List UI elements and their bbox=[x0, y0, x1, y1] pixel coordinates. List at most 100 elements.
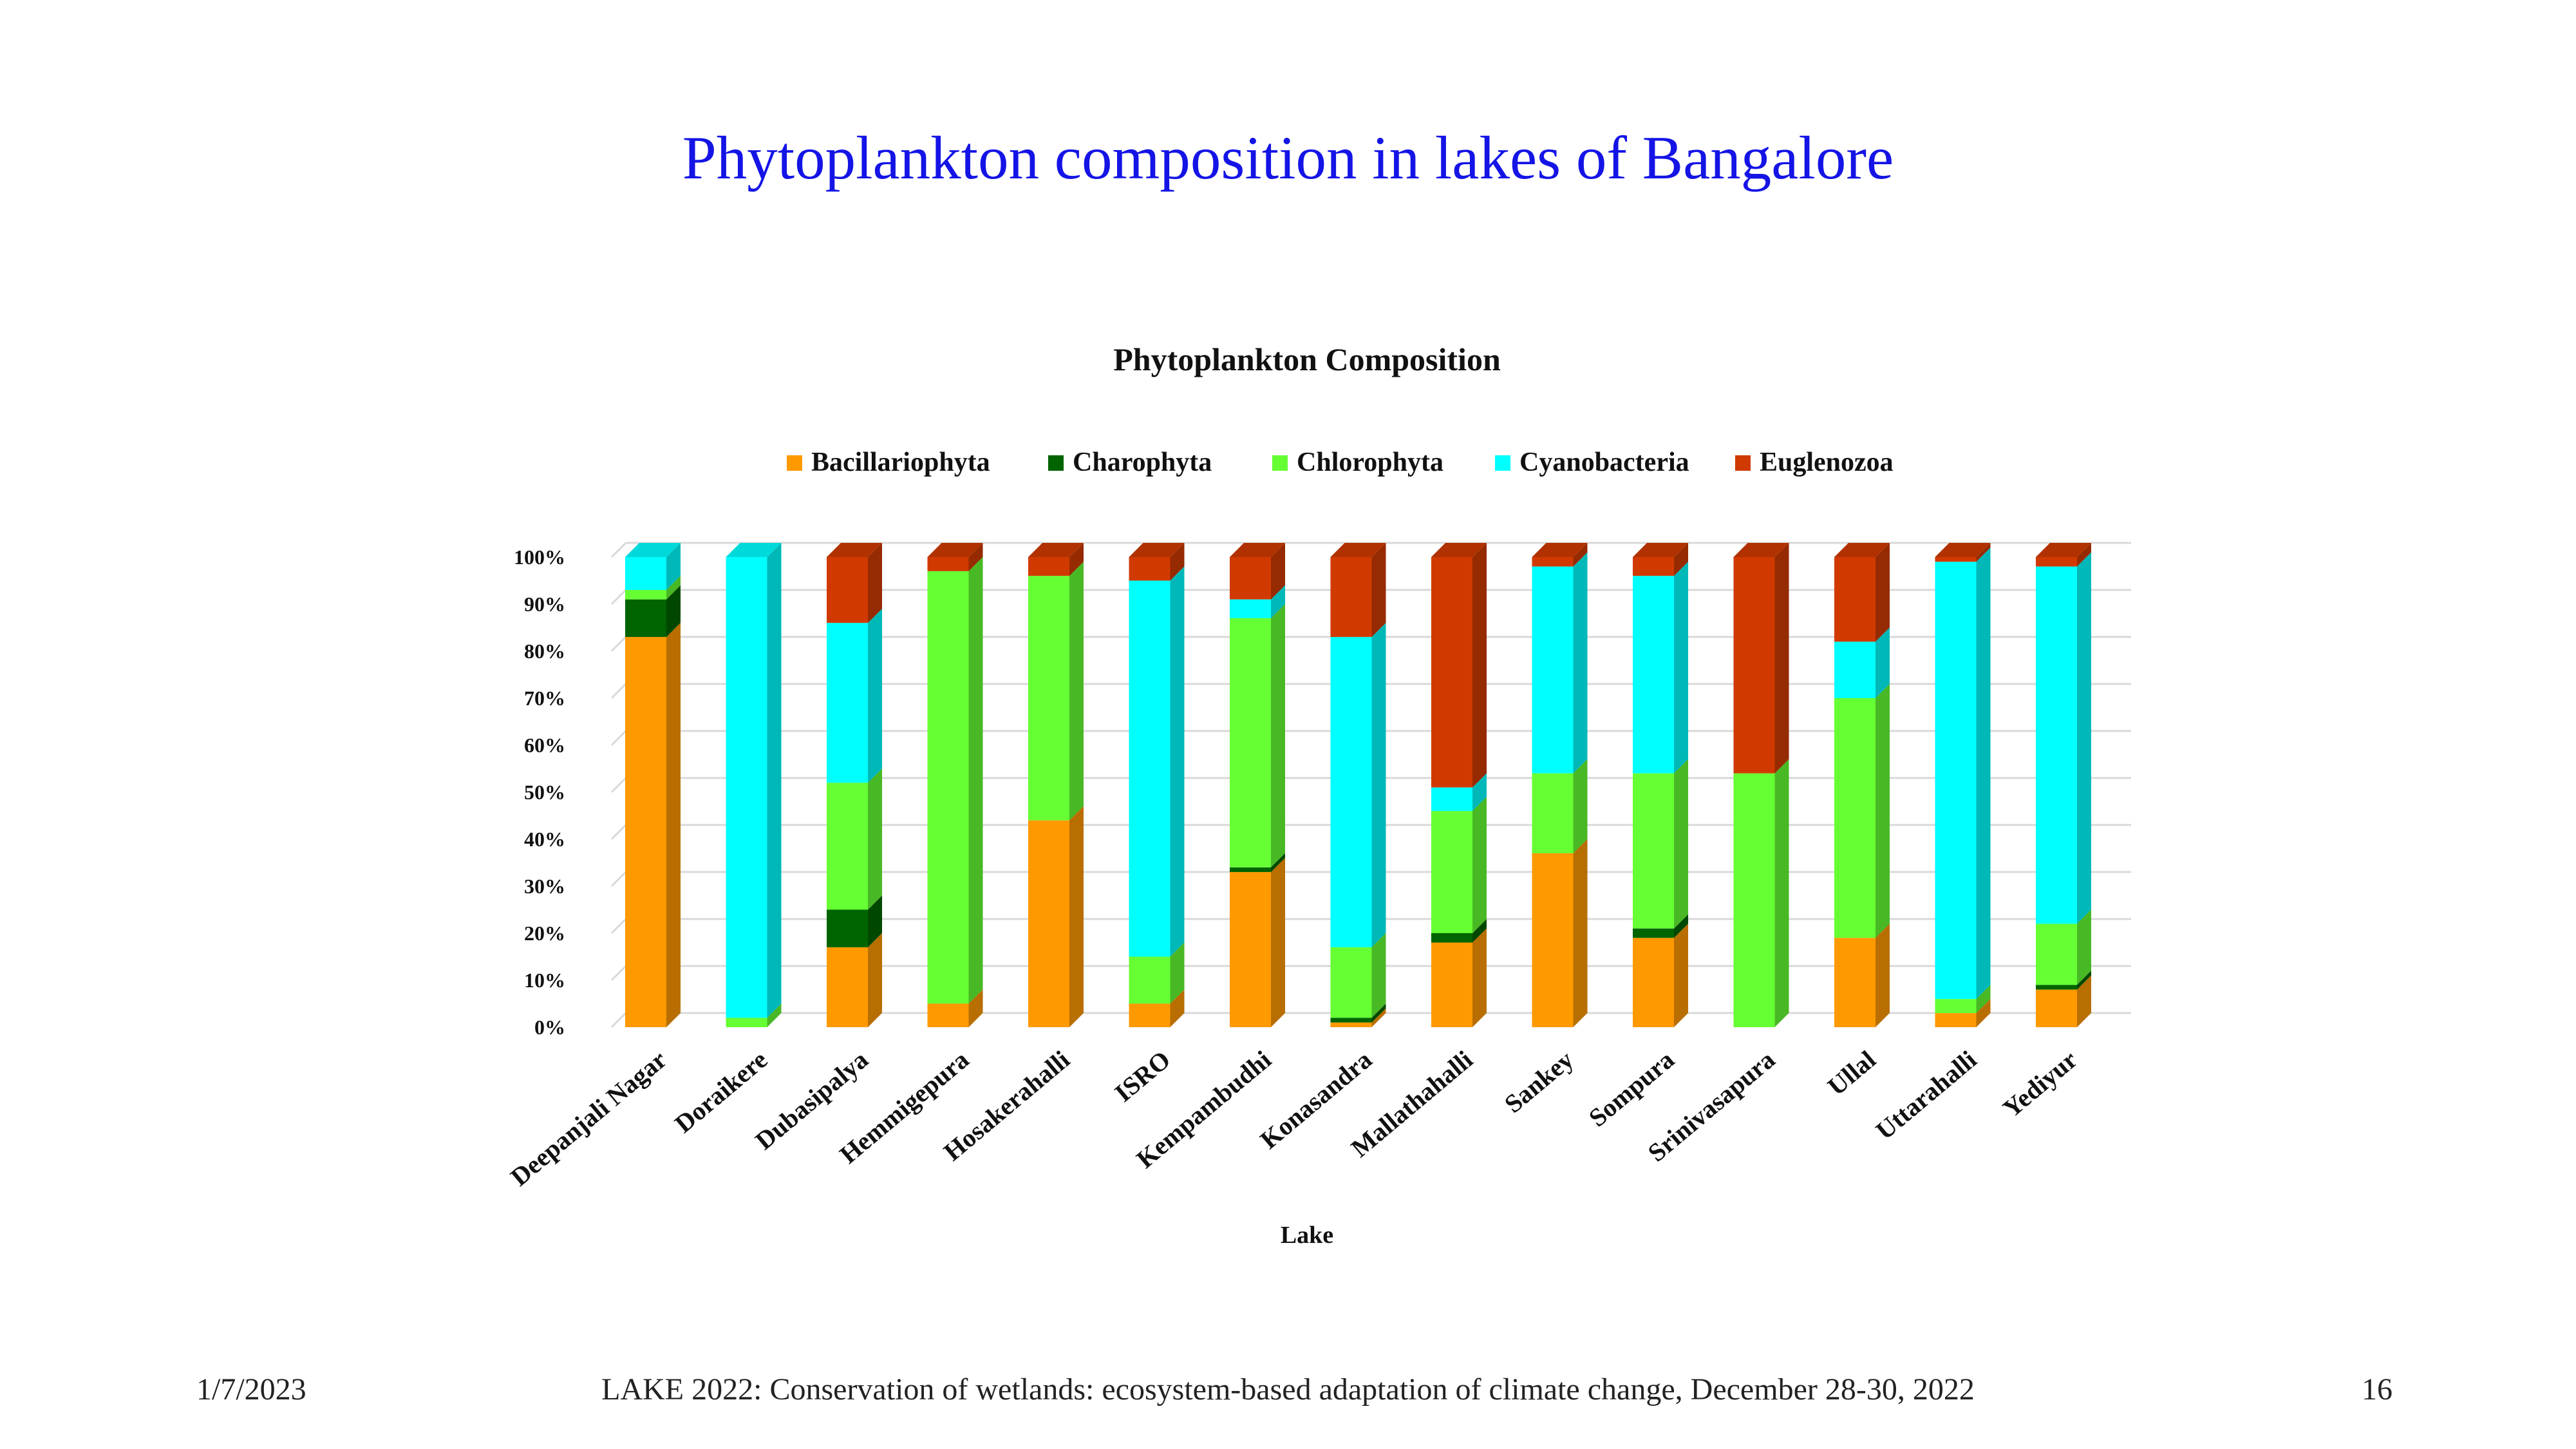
bar-euglenozoa-side bbox=[1170, 543, 1185, 581]
bar-cyanobacteria-side bbox=[666, 543, 681, 591]
bar-euglenozoa-top bbox=[1633, 543, 1688, 557]
bar-cyanobacteria-side bbox=[1976, 547, 1991, 999]
bar-euglenozoa bbox=[1129, 557, 1170, 581]
gridline-side bbox=[610, 1012, 627, 1028]
legend-swatch-chlorophyta bbox=[1272, 455, 1288, 471]
bar-euglenozoa-side bbox=[1271, 543, 1285, 600]
bar-charophyta bbox=[1230, 867, 1271, 873]
bar-chlorophyta-side bbox=[1170, 942, 1185, 1004]
gridline-side bbox=[610, 824, 627, 840]
bar-euglenozoa-side bbox=[968, 543, 983, 571]
bar-euglenozoa-top bbox=[2036, 543, 2091, 557]
bar-charophyta bbox=[2036, 985, 2077, 990]
x-axis: Deepanjali NagarDoraikereDubasipalyaHemm… bbox=[505, 1045, 2083, 1191]
bar-charophyta-side bbox=[1371, 1003, 1386, 1023]
bar-charophyta-side bbox=[2077, 971, 2091, 990]
bar-charophyta bbox=[1633, 928, 1674, 938]
bar-chlorophyta bbox=[2036, 923, 2077, 985]
bar-cyanobacteria-side bbox=[1170, 566, 1185, 957]
bar-chlorophyta-side bbox=[1573, 759, 1588, 853]
legend-label-cyanobacteria: Cyanobacteria bbox=[1519, 448, 1689, 477]
bar-chlorophyta-side bbox=[968, 556, 983, 1004]
gridline-side bbox=[610, 777, 627, 793]
bar-chlorophyta-side bbox=[666, 576, 681, 600]
bar-cyanobacteria-top bbox=[726, 543, 782, 557]
bar-chlorophyta bbox=[827, 782, 868, 910]
bar-stack bbox=[1532, 543, 1588, 1027]
bar-cyanobacteria bbox=[1431, 787, 1472, 811]
bar-charophyta-side bbox=[1472, 919, 1487, 943]
y-tick-label: 50% bbox=[524, 781, 565, 804]
bar-bacillariophyta-side bbox=[666, 623, 681, 1027]
bar-stack bbox=[1935, 543, 1991, 1027]
x-tick-label: Ullal bbox=[1822, 1045, 1881, 1101]
bar-stack bbox=[625, 543, 681, 1027]
bar-chlorophyta bbox=[726, 1018, 767, 1027]
gridline-side bbox=[610, 683, 627, 699]
bar-euglenozoa-top bbox=[1431, 543, 1487, 557]
bar-chlorophyta bbox=[1733, 773, 1775, 1027]
bar-cyanobacteria bbox=[1532, 566, 1574, 773]
bar-bacillariophyta bbox=[1431, 942, 1472, 1027]
bar-chlorophyta-side bbox=[1371, 933, 1386, 1018]
y-tick-label: 70% bbox=[524, 687, 565, 710]
bar-cyanobacteria-side bbox=[1371, 623, 1386, 947]
bar-cyanobacteria-side bbox=[767, 543, 782, 1018]
y-tick-label: 0% bbox=[534, 1016, 565, 1039]
bar-euglenozoa-side bbox=[1069, 543, 1084, 576]
bar-stack bbox=[1633, 543, 1688, 1027]
y-tick-label: 100% bbox=[514, 545, 565, 569]
bar-bacillariophyta-side bbox=[1573, 838, 1588, 1027]
bar-euglenozoa-side bbox=[1573, 543, 1588, 567]
page-number: 16 bbox=[2362, 1372, 2393, 1406]
gridline-side bbox=[610, 636, 627, 652]
chart-legend: Bacillariophyta Charophyta Chlorophyta Cyan… bbox=[787, 448, 1894, 477]
bar-chlorophyta bbox=[1230, 618, 1271, 867]
legend-swatch-charophyta bbox=[1048, 455, 1064, 471]
bar-cyanobacteria bbox=[1633, 576, 1674, 773]
bar-euglenozoa-top bbox=[1230, 543, 1285, 557]
bar-cyanobacteria bbox=[726, 557, 767, 1018]
bar-charophyta bbox=[827, 909, 868, 947]
bar-charophyta-side bbox=[666, 585, 681, 638]
bar-euglenozoa bbox=[1230, 557, 1271, 600]
bar-stack bbox=[1834, 543, 1890, 1027]
bar-chlorophyta bbox=[1028, 576, 1069, 820]
bar-chlorophyta-side bbox=[1472, 797, 1487, 933]
legend-swatch-bacillariophyta bbox=[787, 455, 802, 471]
bar-chlorophyta-side bbox=[767, 1003, 782, 1027]
y-tick-label: 30% bbox=[524, 875, 565, 898]
bar-euglenozoa bbox=[1935, 557, 1977, 562]
bar-stack bbox=[726, 543, 782, 1027]
bar-chlorophyta-side bbox=[1774, 759, 1789, 1027]
bar-cyanobacteria bbox=[1230, 599, 1271, 618]
bar-chlorophyta-side bbox=[1674, 759, 1688, 929]
bar-euglenozoa-top bbox=[1028, 543, 1084, 557]
legend-swatch-cyanobacteria bbox=[1495, 455, 1510, 471]
bar-charophyta bbox=[1431, 933, 1472, 943]
bar-euglenozoa bbox=[927, 557, 969, 571]
bar-cyanobacteria bbox=[2036, 566, 2077, 924]
bar-bacillariophyta bbox=[1935, 1013, 1977, 1027]
bar-chlorophyta-side bbox=[868, 768, 882, 910]
bar-euglenozoa-top bbox=[1834, 543, 1890, 557]
bar-bacillariophyta-side bbox=[1271, 858, 1285, 1027]
bar-cyanobacteria-side bbox=[1472, 773, 1487, 811]
bar-bacillariophyta bbox=[625, 637, 666, 1027]
bar-bacillariophyta bbox=[1230, 872, 1271, 1027]
bar-bacillariophyta-side bbox=[1170, 989, 1185, 1027]
bar-cyanobacteria bbox=[1129, 580, 1170, 957]
bar-bacillariophyta bbox=[827, 947, 868, 1027]
x-tick-label: Yediyur bbox=[1997, 1045, 2083, 1123]
legend-label-charophyta: Charophyta bbox=[1073, 448, 1212, 477]
bar-bacillariophyta-side bbox=[1976, 999, 1991, 1027]
bar-euglenozoa-side bbox=[868, 543, 882, 623]
bar-chlorophyta-side bbox=[1069, 562, 1084, 820]
bar-chlorophyta bbox=[1935, 999, 1977, 1014]
bar-bacillariophyta bbox=[1129, 1003, 1170, 1027]
bar-euglenozoa-top bbox=[1532, 543, 1588, 557]
bar-bacillariophyta bbox=[1028, 820, 1069, 1027]
legend-label-euglenozoa: Euglenozoa bbox=[1760, 448, 1894, 477]
bar-stack bbox=[1330, 543, 1386, 1027]
bar-euglenozoa-side bbox=[1876, 543, 1890, 642]
